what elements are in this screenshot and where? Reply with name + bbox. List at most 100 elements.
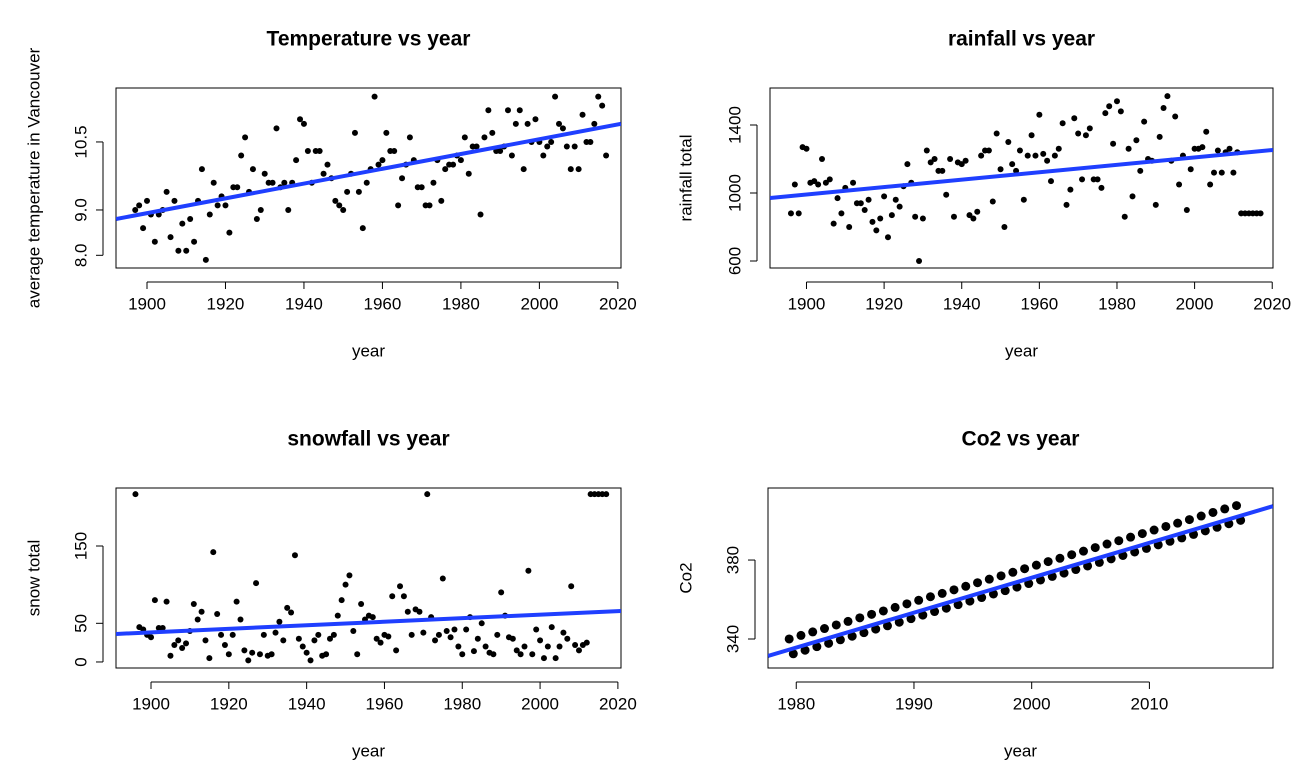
point — [1196, 511, 1206, 521]
point — [1117, 108, 1124, 115]
point — [865, 196, 872, 203]
point — [912, 213, 919, 220]
point — [902, 599, 912, 609]
point — [416, 608, 423, 615]
point — [575, 647, 582, 654]
y-tick-label: 50 — [71, 614, 90, 633]
x-axis-label: year — [352, 741, 385, 760]
x-axis-label: year — [352, 341, 385, 360]
point — [795, 210, 802, 217]
point — [260, 631, 267, 638]
point — [1114, 536, 1124, 546]
point — [210, 549, 217, 556]
x-tick-label: 1940 — [288, 694, 326, 713]
point — [1137, 529, 1147, 539]
point — [234, 184, 241, 191]
point — [237, 616, 244, 623]
point — [824, 638, 834, 648]
point — [1082, 132, 1089, 139]
point — [953, 600, 963, 610]
point — [595, 93, 602, 100]
point — [1183, 206, 1190, 213]
point — [996, 571, 1006, 581]
point — [1016, 147, 1023, 154]
y-tick-label: 9.0 — [71, 198, 90, 222]
point — [342, 581, 349, 588]
point — [222, 202, 229, 209]
point — [183, 640, 190, 647]
point — [132, 491, 139, 498]
point — [1110, 140, 1117, 147]
point — [385, 633, 392, 640]
point — [1160, 104, 1167, 111]
point — [1079, 176, 1086, 183]
point — [465, 170, 472, 177]
point — [285, 206, 292, 213]
point — [371, 93, 378, 100]
y-tick-label: 10.5 — [71, 125, 90, 158]
point — [242, 134, 249, 141]
point — [183, 247, 190, 254]
point — [351, 129, 358, 136]
point — [984, 574, 994, 584]
point — [400, 593, 407, 600]
point — [303, 649, 310, 656]
point — [241, 647, 248, 654]
point — [175, 637, 182, 644]
point — [820, 624, 830, 634]
point — [379, 157, 386, 164]
point — [884, 234, 891, 241]
point — [459, 651, 466, 658]
point — [358, 600, 365, 607]
point — [408, 631, 415, 638]
panel-title: Co2 vs year — [962, 428, 1080, 451]
point — [877, 215, 884, 222]
point — [803, 145, 810, 152]
point — [532, 116, 539, 123]
point — [1001, 223, 1008, 230]
point — [830, 220, 837, 227]
point — [373, 635, 380, 642]
point — [276, 618, 283, 625]
point — [878, 606, 888, 616]
point — [481, 134, 488, 141]
point — [521, 643, 528, 650]
point — [1126, 532, 1136, 542]
point — [132, 206, 139, 213]
point — [525, 567, 532, 574]
x-tick-label: 1960 — [1020, 294, 1058, 313]
point — [993, 130, 1000, 137]
point — [307, 657, 314, 664]
point — [151, 597, 158, 604]
y-tick-label: 8.0 — [71, 243, 90, 267]
point — [273, 125, 280, 132]
point — [447, 634, 454, 641]
point — [548, 138, 555, 145]
point — [1172, 113, 1179, 120]
x-tick-label: 1920 — [865, 294, 903, 313]
point — [1086, 125, 1093, 132]
point — [324, 161, 331, 168]
point — [881, 193, 888, 200]
x-tick-label: 2020 — [599, 694, 637, 713]
point — [326, 635, 333, 642]
point — [284, 604, 291, 611]
point — [1218, 169, 1225, 176]
point — [418, 184, 425, 191]
point — [143, 197, 150, 204]
point — [871, 624, 881, 634]
point — [567, 166, 574, 173]
point — [835, 635, 845, 645]
y-axis-label: snow total — [24, 540, 43, 617]
point — [890, 602, 900, 612]
point — [914, 595, 924, 605]
point — [888, 212, 895, 219]
point — [544, 143, 551, 150]
point — [819, 155, 826, 162]
point — [1113, 98, 1120, 105]
point — [544, 643, 551, 650]
x-tick-label: 2000 — [520, 294, 558, 313]
x-tick-label: 1990 — [895, 694, 933, 713]
point — [477, 211, 484, 218]
